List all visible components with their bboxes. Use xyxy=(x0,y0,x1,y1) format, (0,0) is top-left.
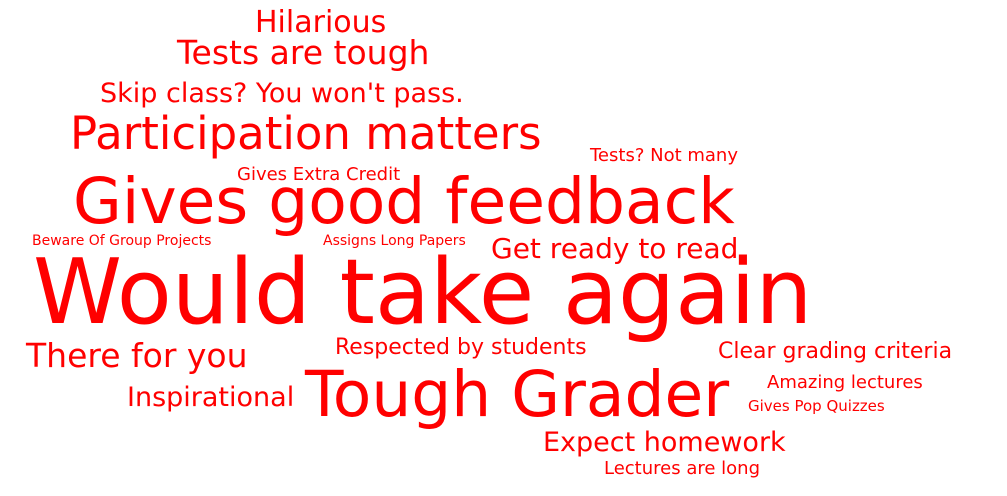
word-participation-matters: Participation matters xyxy=(70,107,542,160)
word-clear-grading-criteria: Clear grading criteria xyxy=(718,339,953,364)
word-tests-not-many: Tests? Not many xyxy=(590,145,738,166)
word-there-for-you: There for you xyxy=(26,336,248,375)
word-assigns-long-papers: Assigns Long Papers xyxy=(323,233,466,249)
word-beware-group-projects: Beware Of Group Projects xyxy=(32,233,212,249)
word-lectures-are-long: Lectures are long xyxy=(604,458,761,479)
word-amazing-lectures: Amazing lectures xyxy=(767,372,923,393)
word-gives-pop-quizzes: Gives Pop Quizzes xyxy=(748,397,885,415)
word-expect-homework: Expect homework xyxy=(543,427,786,458)
word-gives-extra-credit: Gives Extra Credit xyxy=(237,164,401,185)
word-hilarious: Hilarious xyxy=(255,5,387,40)
word-inspirational: Inspirational xyxy=(127,382,295,413)
word-tests-are-tough: Tests are tough xyxy=(177,33,430,72)
word-gives-good-feedback: Gives good feedback xyxy=(73,165,735,238)
word-skip-class: Skip class? You won't pass. xyxy=(100,78,464,109)
word-tough-grader: Tough Grader xyxy=(305,358,730,431)
word-get-ready-to-read: Get ready to read xyxy=(491,232,739,265)
word-respected-by-students: Respected by students xyxy=(335,335,587,360)
word-would-take-again: Would take again xyxy=(33,240,813,345)
